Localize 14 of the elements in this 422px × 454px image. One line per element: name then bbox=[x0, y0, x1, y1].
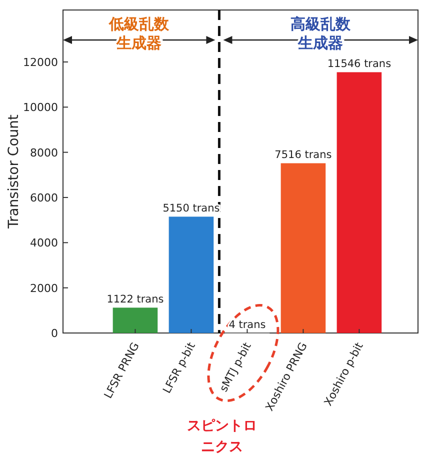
y-tick-label: 2000 bbox=[30, 282, 58, 295]
x-tick-label: sMTJ p-bit bbox=[217, 340, 254, 394]
y-tick-label: 12000 bbox=[23, 56, 58, 69]
data-label: 7516 trans bbox=[274, 149, 332, 162]
y-axis-title: Transistor Count bbox=[6, 114, 22, 230]
data-label: 1122 trans bbox=[106, 294, 164, 306]
y-tick-label: 6000 bbox=[30, 191, 58, 204]
data-label: 4 trans bbox=[228, 318, 266, 331]
y-tick-label: 8000 bbox=[30, 146, 58, 160]
y-tick-label: 10000 bbox=[23, 101, 58, 114]
data-label: 11546 trans bbox=[327, 58, 392, 70]
y-tick-label: 4000 bbox=[30, 236, 58, 250]
text: スピントロニクス bbox=[187, 418, 258, 454]
y-tick-label: 0 bbox=[51, 327, 58, 340]
